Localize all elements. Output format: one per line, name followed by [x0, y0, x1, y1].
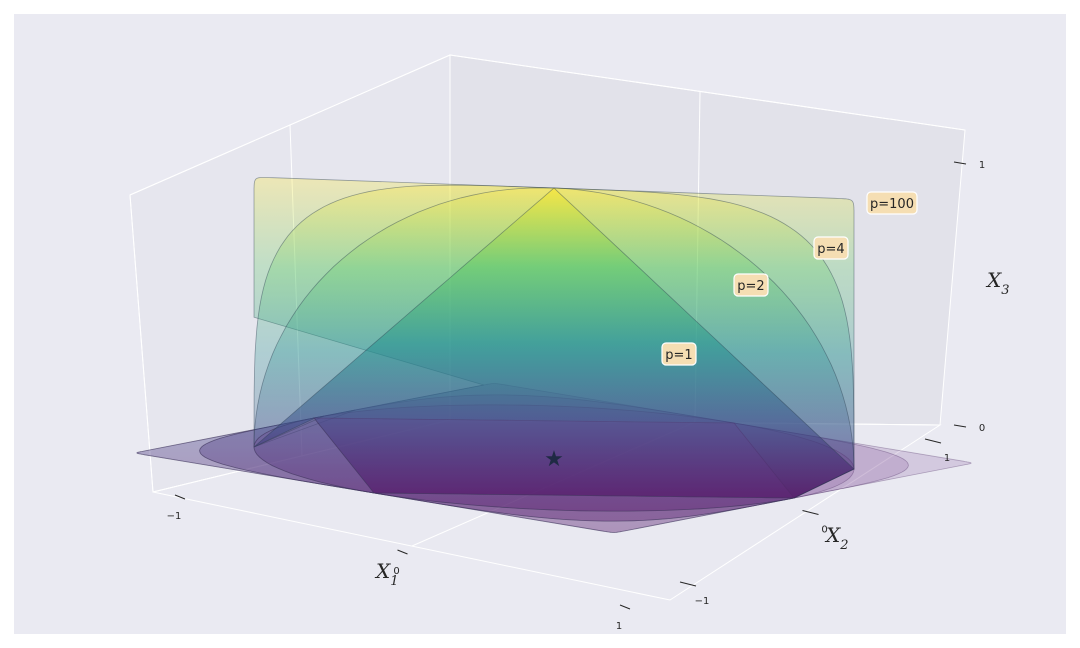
- y-tick: [924, 438, 942, 444]
- svg-text:p=1: p=1: [665, 348, 692, 363]
- y-tick-label: 0: [821, 525, 827, 536]
- surfaces: [136, 177, 972, 533]
- x-tick-label: 0: [393, 566, 399, 577]
- grid-line: [449, 54, 966, 131]
- z-tick: [953, 424, 967, 428]
- svg-text:p=2: p=2: [737, 279, 764, 294]
- ball-tag-p1: p=1: [661, 342, 697, 366]
- ball-tag-p2: p=2: [733, 273, 769, 297]
- surface-base-p1: [313, 417, 795, 499]
- x-tick-label: −1: [167, 511, 182, 522]
- z-tick: [953, 161, 967, 165]
- ball-tag-p4: p=4: [813, 236, 849, 260]
- svg-text:p=4: p=4: [817, 242, 844, 257]
- x-tick-label: 1: [616, 621, 622, 632]
- z-tick-label: 0: [979, 423, 985, 434]
- y-tick: [679, 581, 697, 587]
- y-tick-label: 1: [944, 453, 950, 464]
- y-tick-label: −1: [695, 596, 710, 607]
- ball-tags: p=1 p=2 p=4 p=100: [661, 191, 918, 366]
- svg-text:p=100: p=100: [870, 197, 914, 212]
- y-tick: [802, 510, 819, 515]
- z-tick-label: 1: [979, 160, 985, 171]
- x-tick: [619, 604, 631, 610]
- grid-line: [129, 194, 154, 493]
- surface-shell-p1: [253, 187, 855, 499]
- axis-ticks: −1 0 1 −1 0 1 0 1: [167, 160, 986, 632]
- x-tick: [174, 494, 186, 500]
- x-tick: [397, 549, 408, 555]
- center-marker: ★: [544, 447, 564, 472]
- ball-tag-p100: p=100: [866, 191, 918, 215]
- grid-line: [129, 54, 451, 196]
